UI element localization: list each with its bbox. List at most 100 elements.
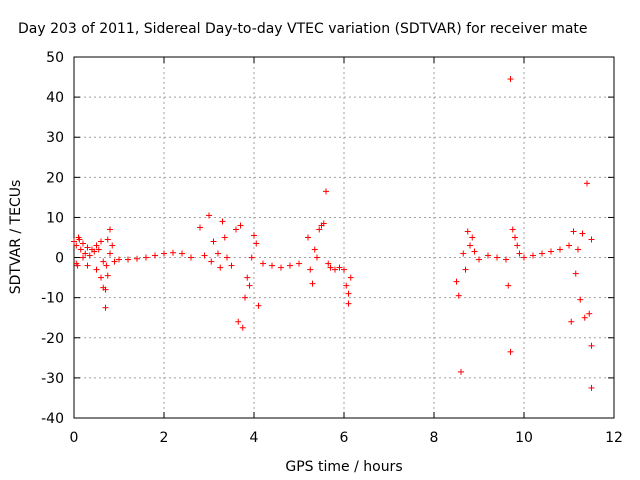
- y-tick-label: 10: [46, 210, 64, 226]
- data-point: [507, 348, 514, 355]
- grid: [74, 57, 614, 418]
- data-point: [296, 260, 302, 267]
- data-point: [588, 236, 595, 243]
- data-point: [215, 250, 221, 257]
- data-point: [570, 228, 577, 235]
- x-axis-label: GPS time / hours: [285, 459, 402, 475]
- data-point: [343, 282, 350, 289]
- data-point: [98, 274, 104, 281]
- data-point: [568, 318, 575, 325]
- data-point: [307, 266, 314, 273]
- data-point: [345, 290, 352, 297]
- data-point: [347, 274, 354, 281]
- data-point: [102, 286, 109, 293]
- data-point: [91, 248, 98, 255]
- data-point: [575, 246, 581, 253]
- data-point: [248, 254, 255, 261]
- data-point: [237, 222, 244, 229]
- data-point: [161, 250, 167, 257]
- data-point: [179, 250, 185, 257]
- data-point: [269, 262, 275, 269]
- data-point: [71, 238, 77, 245]
- data-point: [73, 260, 80, 267]
- data-point: [327, 264, 334, 271]
- data-point: [512, 234, 518, 241]
- data-point: [455, 292, 462, 299]
- x-tick-label: 6: [340, 430, 349, 446]
- data-point: [228, 262, 235, 269]
- data-point: [566, 242, 572, 249]
- data-point: [460, 250, 467, 257]
- data-point: [111, 258, 118, 265]
- data-point: [255, 302, 262, 309]
- chart-title: Day 203 of 2011, Sidereal Day-to-day VTE…: [18, 21, 588, 37]
- data-point: [152, 252, 158, 259]
- data-point: [557, 246, 563, 253]
- data-point: [201, 252, 208, 259]
- data-point: [233, 226, 239, 233]
- data-point: [471, 248, 478, 255]
- x-tick-label: 4: [250, 430, 259, 446]
- data-point: [341, 266, 347, 273]
- data-point: [494, 254, 500, 261]
- data-point: [260, 260, 266, 267]
- data-point: [314, 254, 320, 261]
- data-point: [86, 252, 93, 259]
- data-point: [80, 240, 86, 247]
- x-tick-labels: 0 2 4 6 8 10 12: [70, 430, 623, 446]
- data-point: [107, 226, 113, 233]
- data-point: [143, 254, 149, 261]
- axis-ticks: [73, 56, 615, 419]
- x-tick-label: 8: [430, 430, 439, 446]
- data-point: [93, 242, 100, 249]
- data-point: [548, 248, 554, 255]
- data-point: [305, 234, 311, 241]
- data-point: [224, 254, 230, 261]
- data-point: [103, 262, 110, 269]
- y-axis-label: SDTVAR / TECUs: [8, 180, 24, 295]
- data-point: [217, 264, 224, 271]
- data-point: [345, 300, 352, 307]
- data-point: [253, 240, 260, 247]
- y-tick-label: 50: [46, 50, 64, 66]
- data-point: [73, 242, 80, 249]
- data-point: [246, 282, 253, 289]
- data-point: [84, 244, 91, 251]
- data-point: [464, 228, 471, 235]
- data-point: [75, 234, 82, 241]
- data-point: [588, 342, 595, 349]
- data-point: [588, 384, 595, 391]
- data-point: [278, 264, 284, 271]
- data-point: [485, 252, 491, 259]
- data-point: [514, 242, 521, 249]
- data-point: [102, 304, 109, 311]
- data-point: [125, 256, 131, 263]
- data-point: [584, 180, 590, 187]
- y-tick-label: -10: [41, 291, 64, 307]
- data-points: [71, 76, 595, 391]
- data-point: [221, 234, 228, 241]
- data-point: [104, 272, 111, 279]
- data-point: [107, 250, 113, 257]
- data-point: [116, 256, 122, 263]
- data-point: [98, 238, 104, 245]
- data-point: [516, 250, 523, 257]
- y-tick-label: 30: [46, 130, 64, 146]
- y-tick-label: -40: [41, 411, 64, 427]
- x-tick-label: 2: [160, 430, 169, 446]
- data-point: [134, 255, 140, 262]
- data-point: [316, 226, 323, 233]
- data-point: [458, 368, 464, 375]
- data-point: [239, 324, 246, 331]
- data-point: [577, 296, 584, 303]
- y-tick-label: 0: [55, 251, 64, 267]
- data-point: [95, 246, 102, 253]
- data-point: [219, 218, 226, 225]
- data-point: [93, 266, 100, 273]
- data-point: [325, 260, 332, 267]
- data-point: [84, 262, 91, 269]
- data-point: [210, 238, 217, 245]
- data-point: [244, 274, 251, 281]
- y-tick-label: 40: [46, 90, 64, 106]
- x-tick-label: 10: [515, 430, 533, 446]
